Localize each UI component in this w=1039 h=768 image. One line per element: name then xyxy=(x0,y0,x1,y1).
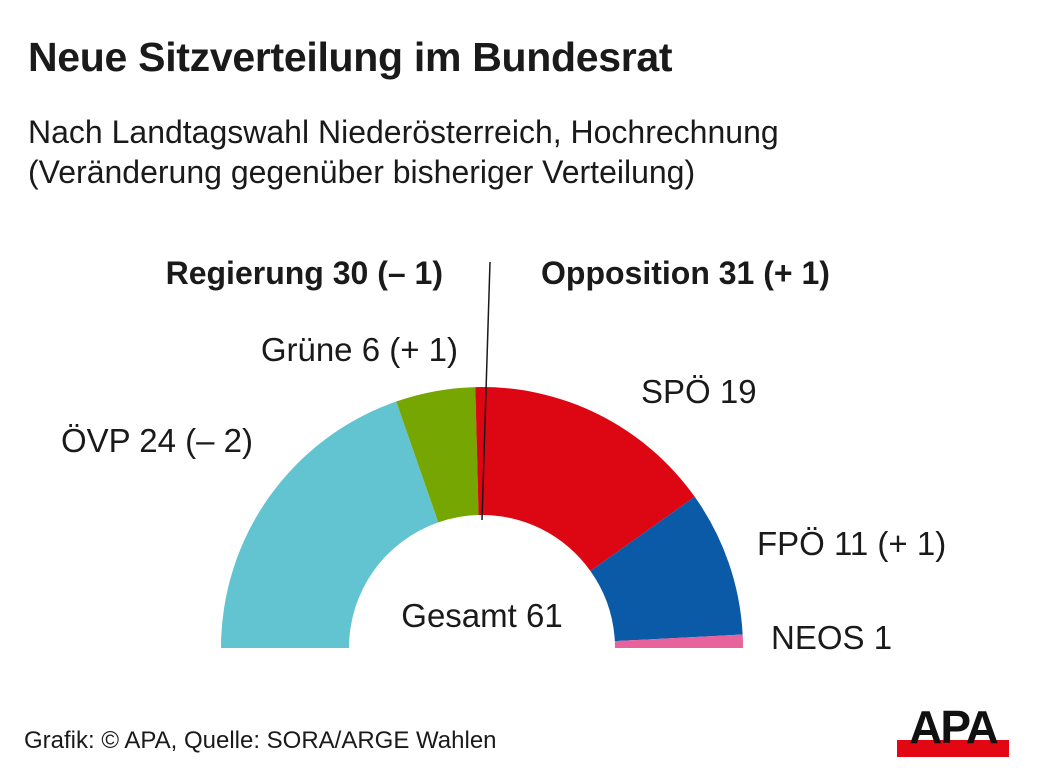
source-footer: Grafik: © APA, Quelle: SORA/ARGE Wahlen xyxy=(24,727,497,754)
subtitle-line-2: (Veränderung gegenüber bisheriger Vertei… xyxy=(28,154,696,190)
chart-title: Neue Sitzverteilung im Bundesrat xyxy=(28,34,673,80)
segment-spoe xyxy=(475,387,695,571)
group-label-opposition: Opposition 31 (+ 1) xyxy=(541,255,830,291)
chart-subtitle: Nach Landtagswahl Niederösterreich, Hoch… xyxy=(28,112,779,192)
segment-label-fpoe: FPÖ 11 (+ 1) xyxy=(757,525,946,562)
segment-label-spoe: SPÖ 19 xyxy=(641,373,757,410)
group-label-regierung: Regierung 30 (– 1) xyxy=(166,255,443,291)
segments-group xyxy=(221,387,743,648)
segment-fpoe xyxy=(590,496,743,642)
segment-neos xyxy=(614,634,743,648)
subtitle-line-1: Nach Landtagswahl Niederösterreich, Hoch… xyxy=(28,114,779,150)
svg-text:APA: APA xyxy=(909,707,997,753)
majority-divider-line xyxy=(481,261,491,521)
apa-logo: APA xyxy=(897,707,1009,757)
total-label: Gesamt 61 xyxy=(401,597,562,634)
segment-label-gruene: Grüne 6 (+ 1) xyxy=(261,331,458,368)
segment-label-oevp: ÖVP 24 (– 2) xyxy=(61,422,253,459)
segment-oevp xyxy=(221,401,439,648)
segment-gruene xyxy=(396,387,479,523)
segment-label-neos: NEOS 1 xyxy=(771,619,892,656)
